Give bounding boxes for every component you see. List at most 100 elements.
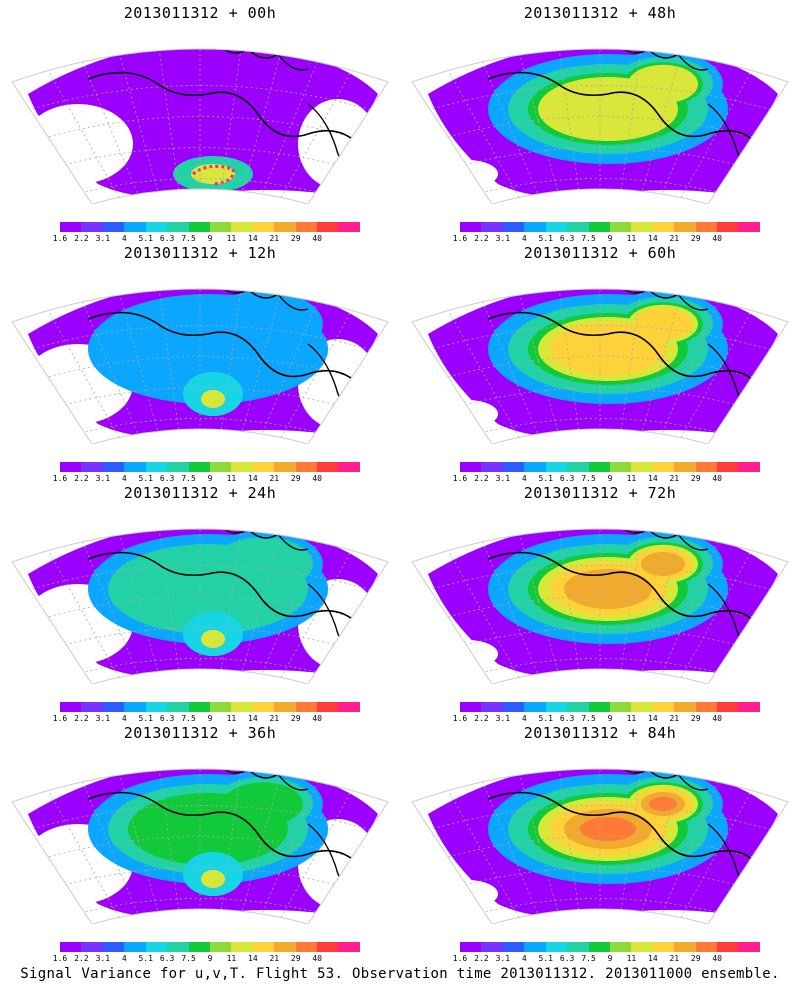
colorbar-tick-label: 5.1 (538, 234, 553, 243)
colorbar-tick-label: 2.2 (74, 234, 89, 243)
coastline (217, 529, 309, 551)
graticule-line (59, 627, 341, 647)
colorbar-swatch (317, 462, 339, 472)
colorbar-tick-label: 9 (607, 234, 613, 243)
colorbar-swatch (674, 702, 696, 712)
colorbar-swatch (231, 222, 253, 232)
graticule-line (27, 85, 373, 111)
colorbar-tick-label: 11 (626, 954, 637, 963)
coastline (617, 529, 709, 551)
graticule-line (475, 898, 725, 915)
colorbar-tick-label: 11 (226, 234, 237, 243)
colorbar-tick-label: 40 (712, 714, 722, 723)
colorbar-tick-label: 5.1 (138, 714, 153, 723)
colorbar-tick-label: 9 (207, 234, 213, 243)
colorbar-swatch (631, 222, 653, 232)
variance-map (411, 768, 789, 924)
graticule-line (43, 596, 357, 619)
colorbar-swatch (738, 462, 760, 472)
colorbar-tick-label: 7.5 (181, 954, 196, 963)
graticule-line (657, 529, 730, 684)
colorbar-swatch (524, 942, 546, 952)
colorbar-labels: 1.6 2.2 3.1 4 5.1 6.3 7.5 9 11 14 21 29 40 (53, 474, 360, 486)
colorbar-swatch (338, 702, 360, 712)
graticule-line (70, 49, 143, 204)
map-panel-p72: 2013011312 + 72h 1.6 2.2 3.1 4 5.1 6.3 7.5 9 11 14… (400, 480, 800, 723)
colorbar-swatch (545, 222, 568, 232)
colorbar-tick-label: 1.6 (452, 714, 468, 723)
colorbar-tick-label: 29 (690, 474, 701, 483)
colorbar-swatch (695, 942, 718, 952)
variance-map (11, 48, 389, 204)
colorbar-swatch (652, 702, 675, 712)
coastline (427, 118, 439, 150)
colorbar-tick-label: 7.5 (181, 714, 196, 723)
colorbar-swatch (124, 702, 146, 712)
colorbar-tick-label: 3.1 (95, 234, 111, 243)
colorbar-tick-label: 1.6 (52, 954, 68, 963)
colorbar-swatch (60, 462, 82, 472)
colorbar-swatch (588, 462, 610, 472)
colorbar-swatch (317, 222, 339, 232)
graticule-line (27, 565, 373, 591)
colorbar-tick-label: 1.6 (52, 714, 68, 723)
colorbar-swatch (252, 222, 275, 232)
colorbar-swatch (609, 222, 632, 232)
colorbar-swatch (460, 702, 482, 712)
colorbar-tick-label: 3.1 (495, 714, 511, 723)
colorbar-tick-label: 7.5 (581, 474, 596, 483)
colorbar-labels: 1.6 2.2 3.1 4 5.1 6.3 7.5 9 11 14 21 29 40 (453, 714, 760, 726)
graticule-line (470, 289, 543, 444)
colorbar-swatch (609, 462, 632, 472)
colorbar-tick-label: 6.3 (159, 234, 175, 243)
colorbar-tick-label: 2.2 (474, 954, 489, 963)
colorbar-swatch (588, 222, 610, 232)
graticule-line (75, 418, 325, 435)
colorbar-tick-label: 11 (626, 234, 637, 243)
no-signal-region (298, 99, 378, 189)
colorbar-tick-label: 3.1 (95, 474, 111, 483)
colorbar-tick-label: 29 (690, 234, 701, 243)
colorbar (60, 462, 360, 472)
graticule-line (59, 867, 341, 887)
colorbar-swatch (567, 222, 589, 232)
graticule-line (459, 387, 741, 407)
colorbar-tick-label: 14 (248, 474, 258, 483)
colorbar-swatch (60, 942, 82, 952)
colorbar-swatch (338, 942, 360, 952)
variance-contour (203, 291, 323, 357)
colorbar-tick-label: 5.1 (138, 954, 153, 963)
colorbar-tick-label: 14 (648, 714, 658, 723)
colorbar-tick-label: 5.1 (538, 474, 553, 483)
colorbar-swatch (60, 702, 82, 712)
colorbar-tick-label: 3.1 (95, 954, 111, 963)
colorbar-tick-label: 14 (648, 474, 658, 483)
colorbar-swatch (502, 702, 525, 712)
colorbar-swatch (502, 942, 525, 952)
map-panel-p12: 2013011312 + 12h 1.6 2.2 3.1 4 5.1 6.3 7.5 9 11 14… (0, 240, 400, 483)
colorbar-swatch (81, 222, 103, 232)
colorbar-tick-label: 2.2 (74, 474, 89, 483)
colorbar-labels: 1.6 2.2 3.1 4 5.1 6.3 7.5 9 11 14 21 29 40 (53, 234, 360, 246)
colorbar-tick-label: 29 (290, 714, 301, 723)
colorbar-tick-label: 7.5 (581, 234, 596, 243)
colorbar-tick-label: 9 (607, 714, 613, 723)
graticule-line (475, 178, 725, 195)
colorbar-swatch (481, 462, 503, 472)
graticule-line (475, 658, 725, 675)
coastline (617, 289, 709, 311)
variance-contour (564, 569, 652, 609)
colorbar-tick-label: 9 (207, 954, 213, 963)
graticule-line (618, 529, 644, 684)
graticule-line (70, 769, 143, 924)
colorbar-swatch (167, 222, 189, 232)
coastline (87, 311, 359, 385)
variance-contour (649, 796, 677, 812)
colorbar-swatch (502, 462, 525, 472)
map-boundary (411, 288, 789, 444)
graticule-line (43, 836, 357, 859)
colorbar-tick-label: 21 (669, 474, 680, 483)
colorbar-tick-label: 3.1 (495, 234, 511, 243)
graticule-line (70, 529, 143, 684)
colorbar-swatch (738, 222, 760, 232)
